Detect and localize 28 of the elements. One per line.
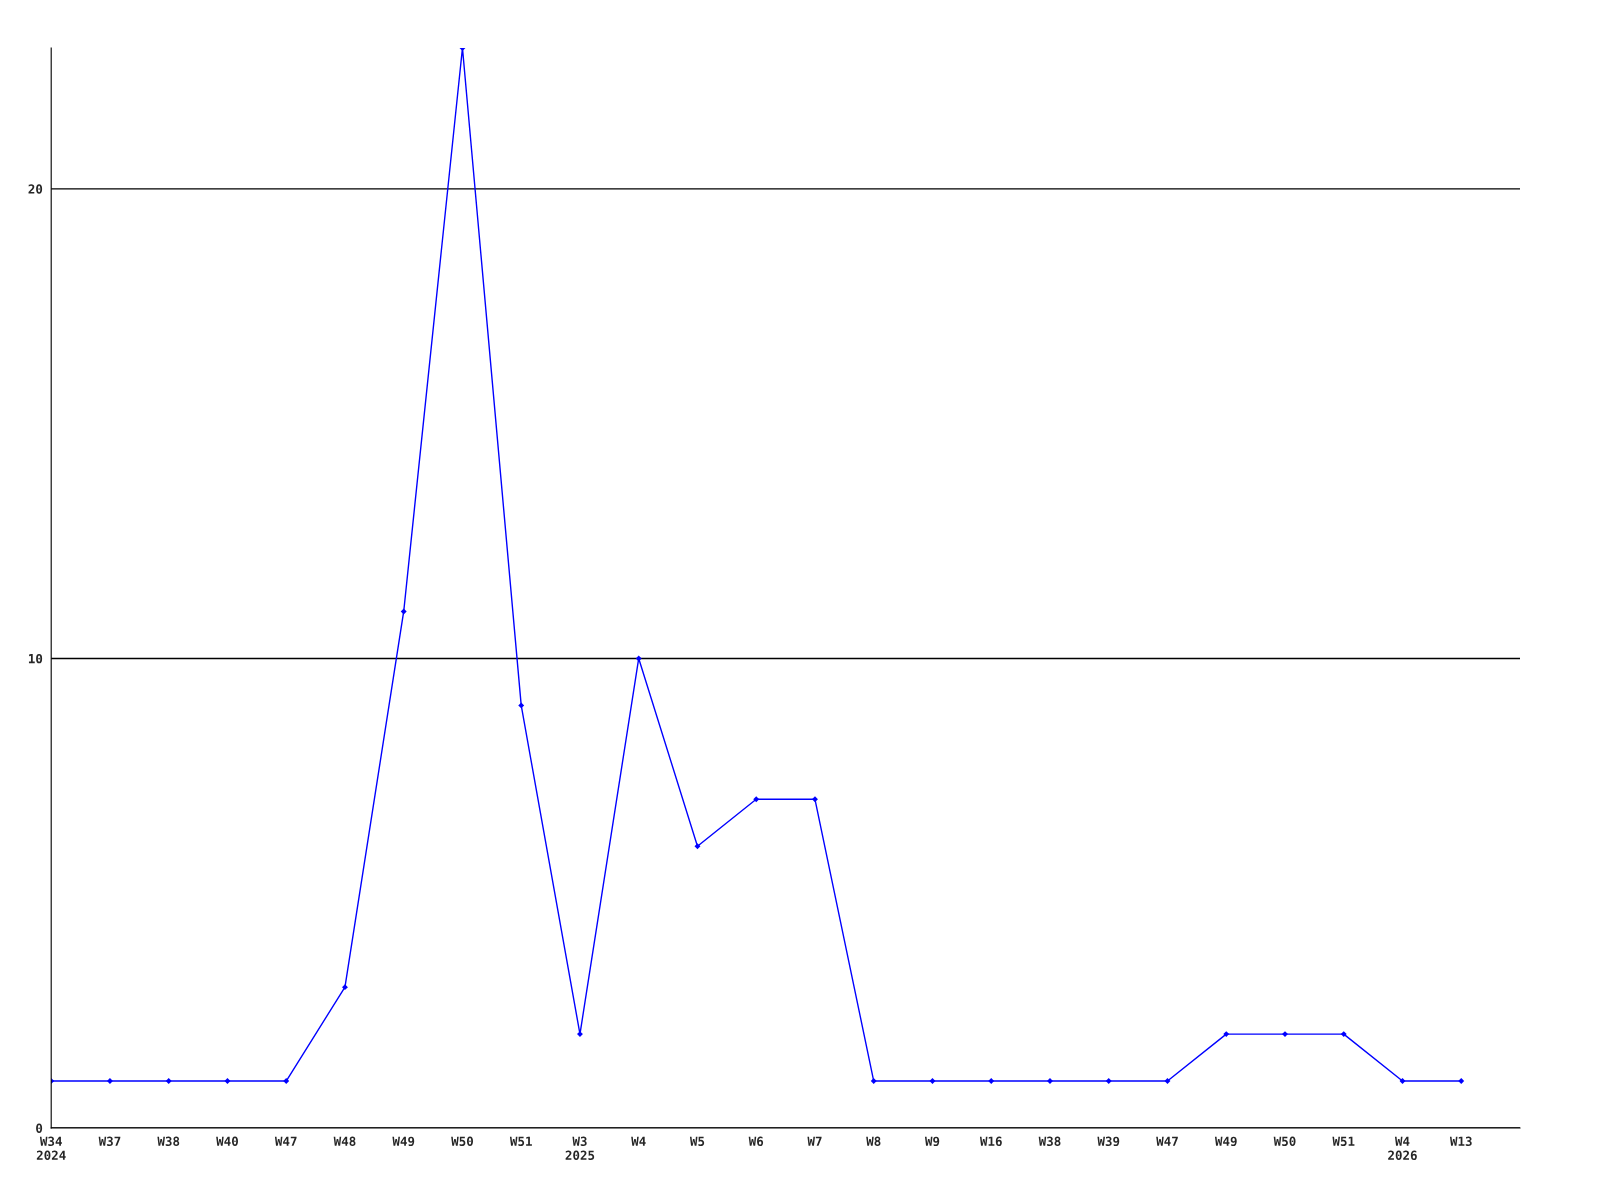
x-tick-label: W38 bbox=[157, 1136, 180, 1147]
x-tick-label: W9 bbox=[924, 1136, 940, 1147]
x-tick-label: W3 2025 bbox=[565, 1136, 595, 1161]
x-tick-label: W38 bbox=[1038, 1136, 1061, 1147]
x-tick-label: W49 bbox=[1214, 1136, 1237, 1147]
x-tick-label: W34 2024 bbox=[36, 1136, 66, 1161]
x-tick-label: W50 bbox=[451, 1136, 473, 1147]
x-tick-label: W47 bbox=[274, 1136, 297, 1146]
x-tick-label: W48 bbox=[333, 1136, 356, 1147]
x-tick-label: W7 bbox=[807, 1136, 822, 1146]
x-tick-label: W5 bbox=[689, 1136, 705, 1147]
y-tick-label: 20 bbox=[28, 184, 43, 194]
x-tick-label: W37 bbox=[98, 1136, 121, 1147]
x-tick-label: W39 bbox=[1097, 1136, 1120, 1147]
x-tick-label: W51 bbox=[1332, 1136, 1355, 1147]
x-tick-label: W8 bbox=[866, 1136, 881, 1147]
x-tick-label: W4 2026 bbox=[1388, 1136, 1417, 1161]
x-tick-label: W6 bbox=[748, 1136, 764, 1147]
y-tick-label: 10 bbox=[28, 653, 43, 664]
x-tick-label: W50 bbox=[1273, 1136, 1296, 1147]
x-tick-label: W49 bbox=[392, 1136, 415, 1147]
x-tick-label: W47 bbox=[1156, 1136, 1178, 1146]
x-tick-label: W13 bbox=[1449, 1136, 1472, 1147]
x-tick-label: W4 bbox=[631, 1136, 646, 1146]
x-tick-label: W40 bbox=[216, 1136, 238, 1147]
x-tick-label: W16 bbox=[979, 1136, 1002, 1147]
x-tick-label: W51 bbox=[509, 1136, 532, 1147]
y-tick-label: 0 bbox=[36, 1123, 43, 1133]
